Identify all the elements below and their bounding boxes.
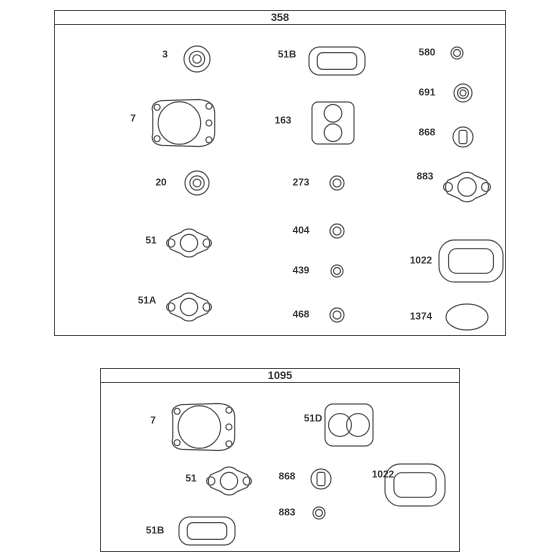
part-rect_gasket (308, 46, 366, 76)
panel-title: 358 (55, 11, 505, 25)
callout-label: 273 (293, 178, 310, 189)
callout-label: 7 (130, 114, 136, 125)
callout-label: 1022 (372, 470, 394, 481)
part-plug (452, 126, 474, 148)
callout-label: 3 (162, 50, 168, 61)
part-seal_sm (453, 83, 473, 103)
callout-label: 883 (279, 508, 296, 519)
callout-label: 691 (419, 88, 436, 99)
callout-label: 1374 (410, 312, 432, 323)
callout-label: 883 (417, 172, 434, 183)
part-seal (184, 170, 210, 196)
callout-label: 7 (150, 416, 156, 427)
callout-label: 868 (279, 472, 296, 483)
callout-label: 439 (293, 266, 310, 277)
part-flange2 (165, 292, 213, 322)
callout-label: 468 (293, 310, 310, 321)
callout-label: 51D (304, 414, 322, 425)
part-ring (329, 307, 345, 323)
callout-label: 51B (146, 526, 164, 537)
part-flange2 (165, 228, 213, 258)
part-flange2 (205, 466, 253, 496)
callout-label: 868 (419, 128, 436, 139)
callout-label: 580 (419, 48, 436, 59)
callout-label: 1022 (410, 256, 432, 267)
callout-label: 404 (293, 226, 310, 237)
part-ring (329, 175, 345, 191)
callout-label: 20 (155, 178, 166, 189)
part-rect_gasket (438, 239, 504, 283)
part-flange2 (442, 171, 492, 203)
part-ring (330, 264, 344, 278)
diagram-canvas: { "figure": { "width": 560, "height": 56… (0, 0, 560, 560)
part-head_gasket (167, 399, 239, 455)
part-ring (312, 506, 326, 520)
part-seal (183, 45, 211, 73)
part-rect_gasket (178, 516, 236, 546)
part-plug (310, 468, 332, 490)
callout-label: 51A (138, 296, 156, 307)
part-rect2hole (311, 101, 355, 145)
part-rect2hole_r (324, 403, 374, 447)
part-head_gasket (147, 95, 219, 151)
callout-label: 51 (185, 474, 196, 485)
part-ring (329, 223, 345, 239)
panel-1095: 1095 (100, 368, 460, 552)
panel-358: 358 (54, 10, 506, 336)
callout-label: 51 (145, 236, 156, 247)
callout-label: 163 (275, 116, 292, 127)
part-oval_ring (445, 303, 489, 331)
panel-title: 1095 (101, 369, 459, 383)
callout-label: 51B (278, 50, 296, 61)
part-ring (450, 46, 464, 60)
